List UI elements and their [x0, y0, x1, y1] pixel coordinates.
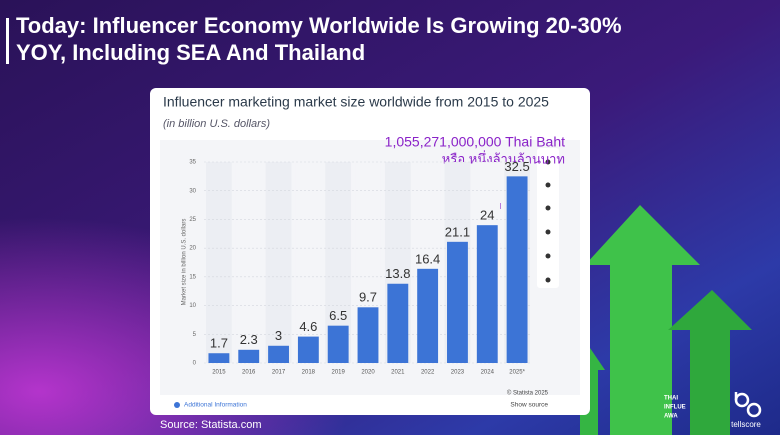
column-band: [235, 162, 262, 363]
green-arrows: [568, 205, 752, 435]
award-logo-text: THAI: [664, 396, 678, 402]
title-accent: [6, 18, 9, 64]
annotation: หรือ หนึ่งล้านล้านบาท: [442, 150, 565, 166]
y-tick-label: 0: [193, 361, 197, 367]
bar: [387, 283, 409, 363]
y-axis-label: Market size in billion U.S. dollars: [182, 219, 188, 306]
slide-source: Source: Statista.com: [160, 419, 262, 431]
x-tick-label: 2015: [212, 370, 226, 376]
column-band: [295, 162, 322, 363]
y-tick-label: 10: [189, 303, 196, 309]
data-label: 9.7: [359, 290, 377, 305]
chart-subtitle: (in billion U.S. dollars): [163, 118, 270, 130]
award-logo-text: INFLUE: [664, 405, 686, 411]
x-tick-label: 2024: [481, 370, 495, 376]
data-label: 32.5: [504, 159, 529, 174]
x-tick-label: 2020: [361, 370, 375, 376]
x-tick-label: 2017: [272, 370, 286, 376]
data-label: 13.8: [385, 266, 410, 281]
y-tick-label: 5: [193, 332, 197, 338]
data-label: 21.1: [445, 224, 470, 239]
copyright: © Statista 2025: [507, 390, 549, 397]
x-tick-label: 2016: [242, 370, 256, 376]
y-tick-label: 35: [189, 160, 196, 166]
tool-buttons[interactable]: [537, 148, 559, 288]
source-link[interactable]: Show source: [510, 402, 548, 409]
bar: [447, 241, 468, 363]
bar: [268, 345, 289, 363]
tool-icons: [545, 159, 551, 283]
x-tick-label: 2023: [451, 370, 465, 376]
y-tick-label: 25: [189, 217, 196, 223]
data-label: 16.4: [415, 251, 440, 266]
brand-name: tellscore: [731, 420, 761, 429]
slide-title: YOY, Including SEA And Thailand: [16, 40, 365, 65]
data-label: 24: [480, 208, 494, 223]
bar: [238, 349, 260, 363]
award-logo-text: AWA: [664, 414, 678, 420]
y-tick-label: 15: [189, 274, 196, 280]
award-logo: THAI INFLUE AWA: [664, 396, 686, 420]
x-tick-label: 2025*: [509, 370, 525, 376]
slide-title: Today: Influencer Economy Worldwide Is G…: [16, 13, 622, 38]
brand-logo: [734, 392, 762, 418]
bar: [417, 268, 439, 363]
bar: [208, 353, 230, 363]
bar: [506, 176, 528, 363]
bar: [297, 336, 319, 363]
chart-title: Influencer marketing market size worldwi…: [163, 94, 549, 110]
x-tick-label: 2021: [391, 370, 405, 376]
annotation: 1,055,271,000,000 Thai Baht: [385, 134, 565, 150]
bar: [476, 225, 498, 363]
data-label: 2.3: [240, 332, 258, 347]
x-tick-label: 2022: [421, 370, 435, 376]
info-icon: [174, 402, 180, 408]
bar: [327, 325, 349, 363]
bar: [357, 307, 379, 363]
data-label: 3: [275, 328, 282, 343]
column-band: [206, 162, 232, 363]
info-link[interactable]: Additional Information: [184, 402, 247, 409]
column-band: [265, 162, 292, 363]
y-tick-label: 30: [189, 188, 196, 194]
x-tick-label: 2018: [302, 370, 316, 376]
y-tick-label: 20: [189, 246, 196, 252]
x-tick-label: 2019: [332, 370, 346, 376]
data-label: 4.6: [299, 319, 317, 334]
data-label: 6.5: [329, 308, 347, 323]
data-label: 1.7: [210, 336, 228, 351]
